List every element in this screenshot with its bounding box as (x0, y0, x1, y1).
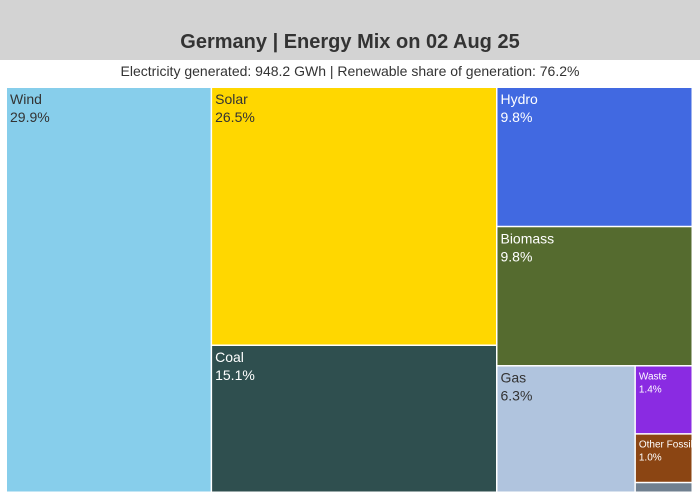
tile-label-hydro: Hydro (500, 91, 538, 107)
tile-waste[interactable]: Waste 1.4% (635, 366, 692, 434)
tile-rect-gas[interactable] (497, 366, 635, 492)
chart-subtitle: Electricity generated: 948.2 GWh | Renew… (120, 63, 580, 79)
tile-solar[interactable]: Solar 26.5% (212, 88, 496, 345)
tile-rect-wind[interactable] (7, 88, 211, 492)
tile-rect-other[interactable] (635, 483, 692, 492)
tile-rect-coal[interactable] (212, 345, 496, 492)
tile-value-hydro: 9.8% (500, 109, 532, 125)
title-bar: Germany | Energy Mix on 02 Aug 25 (0, 0, 700, 60)
tile-value-other-fossil: 1.0% (639, 453, 662, 464)
tile-gas[interactable]: Gas 6.3% (497, 366, 635, 492)
tile-coal[interactable]: Coal 15.1% (212, 345, 496, 492)
tile-rect-other-fossil[interactable] (635, 434, 692, 482)
tile-other-fossil[interactable]: Other Fossil 1.0% (635, 434, 693, 482)
tile-label-other-fossil: Other Fossil (639, 440, 693, 451)
tile-rect-solar[interactable] (212, 88, 496, 345)
tile-label-wind: Wind (10, 91, 42, 107)
tile-value-coal: 15.1% (215, 367, 255, 383)
tile-rect-hydro[interactable] (497, 88, 692, 226)
tile-label-biomass: Biomass (500, 230, 554, 246)
tile-value-solar: 26.5% (215, 109, 255, 125)
tile-other[interactable] (635, 483, 692, 492)
tile-value-waste: 1.4% (639, 385, 662, 396)
tile-value-gas: 6.3% (500, 388, 532, 404)
tile-biomass[interactable]: Biomass 9.8% (497, 227, 692, 366)
tile-hydro[interactable]: Hydro 9.8% (497, 88, 692, 226)
tile-label-solar: Solar (215, 91, 248, 107)
tile-value-wind: 29.9% (10, 109, 50, 125)
tile-label-coal: Coal (215, 349, 244, 365)
tile-label-gas: Gas (500, 370, 526, 386)
tile-label-waste: Waste (639, 372, 667, 383)
tile-rect-waste[interactable] (635, 366, 692, 434)
tile-wind[interactable]: Wind 29.9% (7, 88, 211, 492)
tile-rect-biomass[interactable] (497, 227, 692, 366)
chart-title: Germany | Energy Mix on 02 Aug 25 (180, 31, 520, 53)
tile-value-biomass: 9.8% (500, 248, 532, 264)
